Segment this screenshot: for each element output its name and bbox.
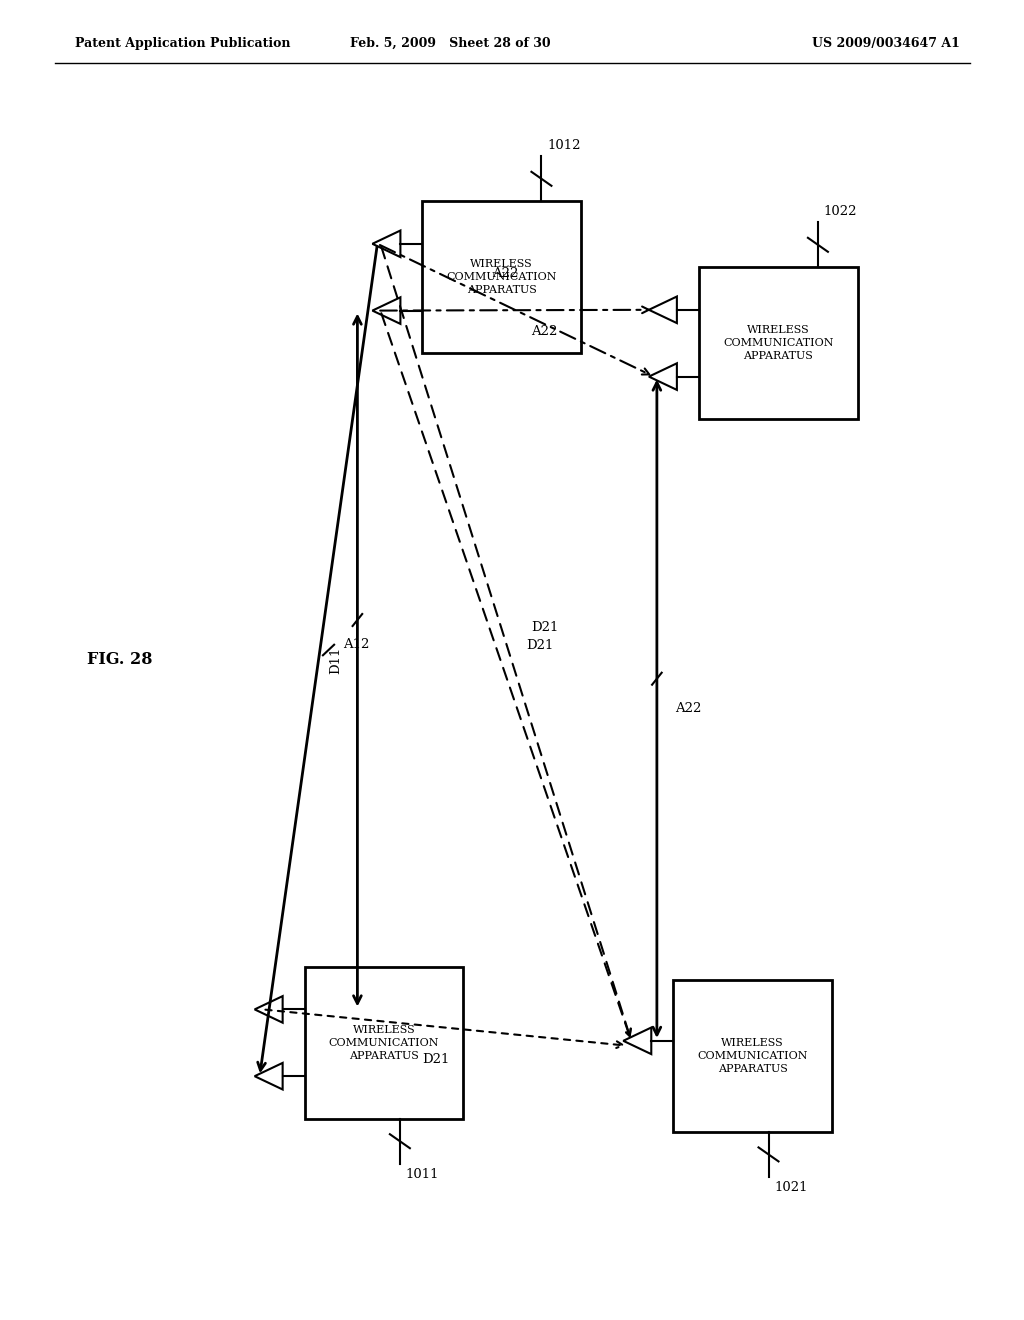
- Text: US 2009/0034647 A1: US 2009/0034647 A1: [812, 37, 961, 50]
- Text: WIRELESS
COMMUNICATION
APPARATUS: WIRELESS COMMUNICATION APPARATUS: [446, 259, 557, 296]
- Text: A22: A22: [675, 702, 701, 715]
- Text: A12: A12: [343, 639, 370, 652]
- Text: Feb. 5, 2009   Sheet 28 of 30: Feb. 5, 2009 Sheet 28 of 30: [349, 37, 550, 50]
- Text: D21: D21: [422, 1052, 450, 1065]
- Text: 1021: 1021: [774, 1181, 808, 1193]
- FancyBboxPatch shape: [674, 979, 831, 1133]
- FancyBboxPatch shape: [305, 966, 463, 1119]
- Text: 1012: 1012: [548, 140, 581, 152]
- FancyBboxPatch shape: [698, 267, 858, 420]
- Text: A22: A22: [530, 325, 557, 338]
- Text: WIRELESS
COMMUNICATION
APPARATUS: WIRELESS COMMUNICATION APPARATUS: [329, 1024, 439, 1061]
- Text: 1022: 1022: [824, 206, 857, 218]
- Text: FIG. 28: FIG. 28: [87, 652, 153, 668]
- Text: WIRELESS
COMMUNICATION
APPARATUS: WIRELESS COMMUNICATION APPARATUS: [697, 1038, 808, 1074]
- Text: WIRELESS
COMMUNICATION
APPARATUS: WIRELESS COMMUNICATION APPARATUS: [723, 325, 834, 362]
- Text: Patent Application Publication: Patent Application Publication: [75, 37, 291, 50]
- FancyBboxPatch shape: [422, 201, 582, 354]
- Text: D21: D21: [526, 639, 553, 652]
- Text: 1011: 1011: [406, 1168, 439, 1180]
- Text: A22: A22: [493, 267, 519, 280]
- Text: D11: D11: [329, 647, 342, 673]
- Text: D21: D21: [530, 620, 558, 634]
